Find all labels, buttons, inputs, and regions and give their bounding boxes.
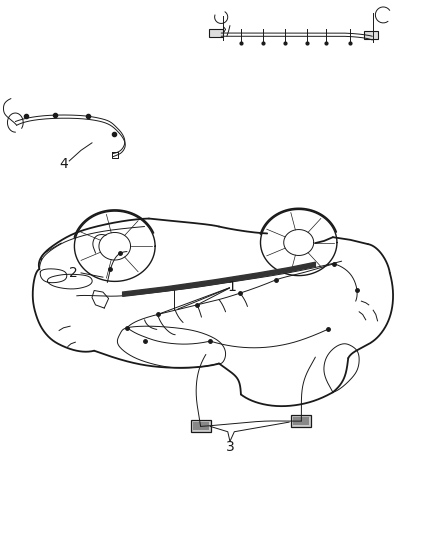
FancyBboxPatch shape — [191, 421, 211, 432]
FancyBboxPatch shape — [209, 29, 223, 37]
FancyBboxPatch shape — [364, 30, 378, 39]
Text: 3: 3 — [226, 440, 234, 454]
Text: 1: 1 — [228, 280, 237, 294]
Text: 4: 4 — [59, 157, 68, 171]
FancyBboxPatch shape — [291, 415, 311, 427]
Polygon shape — [123, 262, 315, 296]
FancyBboxPatch shape — [193, 422, 208, 431]
Text: 2: 2 — [69, 266, 78, 280]
FancyBboxPatch shape — [293, 417, 309, 425]
